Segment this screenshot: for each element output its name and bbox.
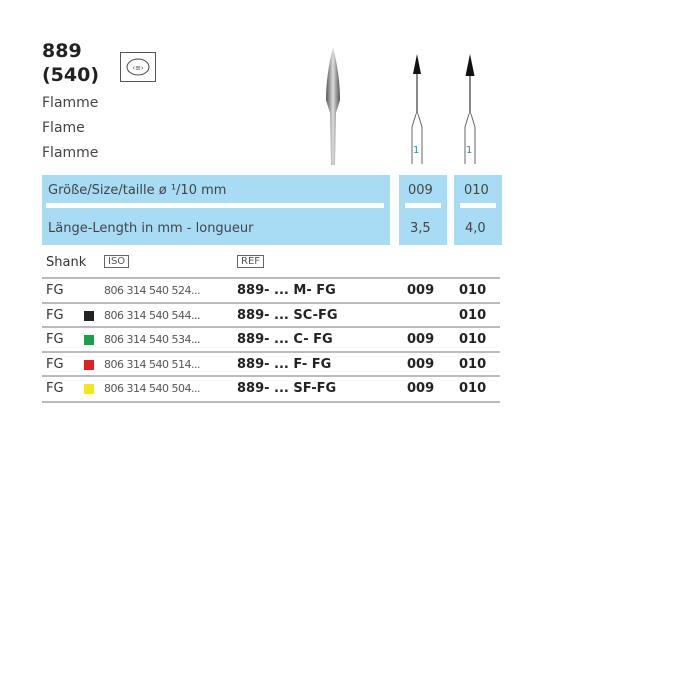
size-009: 009 [407, 356, 435, 372]
iso-number: 806 314 540 534... [104, 333, 200, 347]
instrument-009-image [411, 54, 423, 164]
burr-image [326, 47, 340, 165]
instrument-mark: 1 [413, 145, 420, 156]
spec-label-panel: Größe/Size/taille ø ¹/10 mm Länge-Length… [42, 175, 390, 245]
header-ref: REF [237, 255, 265, 268]
shank: FG [46, 356, 64, 372]
product-code: 889 [42, 40, 82, 62]
iso-number: 806 314 540 544... [104, 308, 200, 322]
svg-text:‹≡›: ‹≡› [132, 64, 144, 72]
name-en: Flame [42, 120, 85, 136]
instrument-010-image [464, 54, 476, 164]
size-010: 010 [459, 381, 487, 397]
ref-number: 889- ... F- FG [237, 356, 332, 372]
size-009: 009 [407, 381, 435, 397]
color-swatch [84, 335, 94, 346]
ref-number: 889- ... C- FG [237, 332, 333, 348]
table-row: FG 806 314 540 534... 889- ... C- FG 009 010 [42, 326, 500, 352]
size-010: 010 [459, 332, 487, 348]
size-value: 010 [464, 183, 489, 198]
color-swatch [84, 384, 94, 395]
size-label: Größe/Size/taille ø ¹/10 mm [48, 183, 227, 198]
color-swatch [84, 359, 94, 370]
table-row: FG 806 314 540 524... 889- ... M- FG 009 010 [42, 277, 500, 303]
ref-number: 889- ... SF-FG [237, 381, 337, 397]
size-value: 009 [408, 183, 433, 198]
shank: FG [46, 381, 64, 397]
size-009: 009 [407, 283, 435, 298]
header-iso: ISO [104, 255, 130, 268]
spec-col-009: 009 3,5 [399, 175, 447, 245]
shank: FG [46, 307, 64, 323]
spec-col-010: 010 4,0 [454, 175, 502, 245]
size-010: 010 [459, 307, 487, 323]
iso-number: 806 314 540 504... [104, 382, 200, 396]
length-value: 4,0 [465, 221, 486, 236]
color-swatch [84, 310, 94, 321]
size-010: 010 [459, 283, 487, 298]
table-bottom-rule [42, 401, 500, 403]
length-label: Länge-Length in mm - longueur [48, 221, 254, 236]
table-row: FG 806 314 540 504... 889- ... SF-FG 009 010 [42, 375, 500, 401]
instrument-mark: 1 [466, 145, 473, 156]
table-row: FG 806 314 540 544... 889- ... SC-FG 010 [42, 301, 500, 328]
iso-code: (540) [42, 64, 100, 86]
iso-number: 806 314 540 524... [104, 284, 200, 297]
name-de: Flamme [42, 95, 99, 111]
name-fr: Flamme [42, 145, 99, 161]
header-shank: Shank [46, 255, 87, 270]
length-value: 3,5 [410, 221, 431, 236]
ref-number: 889- ... M- FG [237, 283, 336, 298]
iso-number: 806 314 540 514... [104, 357, 200, 371]
ref-number: 889- ... SC-FG [237, 307, 338, 323]
size-009: 009 [407, 332, 435, 348]
table-row: FG 806 314 540 514... 889- ... F- FG 009 010 [42, 350, 500, 377]
flame-shape-icon: ‹≡› [120, 52, 156, 82]
shank: FG [46, 283, 64, 298]
shank: FG [46, 332, 64, 348]
size-010: 010 [459, 356, 487, 372]
